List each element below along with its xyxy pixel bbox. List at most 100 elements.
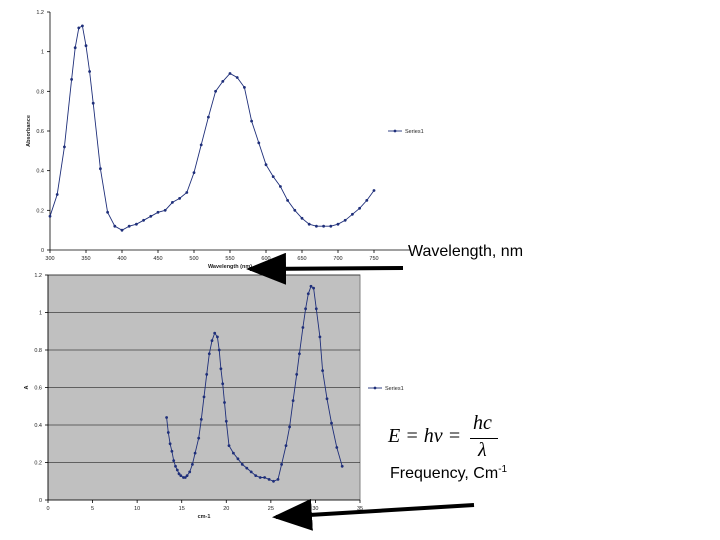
- data-point: [197, 436, 201, 440]
- data-point: [127, 224, 131, 228]
- data-point: [267, 478, 271, 481]
- data-point: [77, 26, 81, 30]
- y-axis-title: A: [24, 385, 30, 389]
- data-point: [163, 208, 167, 212]
- data-point: [178, 197, 182, 200]
- y-tick-label: 0.6: [36, 129, 44, 135]
- data-point: [106, 210, 109, 214]
- x-tick-label: 600: [261, 256, 270, 262]
- y-tick-label: 0.2: [34, 461, 42, 467]
- data-point: [168, 442, 172, 446]
- data-point: [88, 70, 91, 73]
- absorbance-vs-wavelength-chart: 0 0.2 0.4 0.6 0.8 1 1.2 300 350 400 450 500 550 600 65…: [26, 10, 424, 270]
- data-point: [276, 478, 280, 481]
- x-tick-label: 400: [117, 256, 126, 262]
- data-point: [217, 348, 221, 352]
- x-tick-label: 20: [223, 506, 229, 512]
- x-tick-label: 30: [312, 506, 318, 512]
- data-point: [91, 101, 95, 105]
- data-point: [300, 216, 304, 220]
- data-point: [210, 339, 214, 342]
- x-tick-label: 550: [225, 256, 234, 262]
- data-point: [120, 228, 124, 232]
- data-point: [295, 373, 299, 376]
- data-point: [214, 89, 218, 93]
- data-point: [221, 80, 225, 83]
- data-point: [191, 463, 194, 466]
- energy-formula: E = hν = hc λ: [388, 410, 508, 461]
- data-point: [165, 416, 169, 419]
- formula-numerator: hc: [473, 412, 492, 434]
- data-point: [223, 401, 226, 404]
- data-point: [263, 476, 266, 479]
- data-point: [293, 208, 297, 212]
- data-point: [99, 167, 102, 171]
- data-point: [183, 476, 187, 479]
- data-point: [156, 210, 160, 214]
- legend-marker: [393, 129, 397, 133]
- data-point: [172, 459, 176, 462]
- data-point: [199, 418, 203, 421]
- data-point: [286, 199, 289, 202]
- data-point: [279, 185, 282, 188]
- data-point: [48, 214, 52, 218]
- data-point: [205, 373, 209, 376]
- y-tick-label: 1: [39, 311, 42, 317]
- data-point: [372, 189, 376, 192]
- y-tick-label: 0: [39, 498, 42, 504]
- data-point: [227, 444, 231, 447]
- data-point: [113, 224, 117, 228]
- data-point: [213, 331, 217, 335]
- data-point: [254, 474, 258, 477]
- data-point: [315, 224, 318, 228]
- data-point: [318, 335, 322, 339]
- x-axis-title: cm-1: [198, 514, 211, 520]
- data-point: [271, 175, 275, 179]
- data-point: [175, 468, 179, 472]
- data-point: [188, 470, 192, 474]
- data-point: [343, 218, 347, 222]
- data-point: [322, 224, 325, 228]
- data-point: [232, 451, 235, 455]
- data-point: [304, 307, 307, 311]
- legend-marker: [373, 386, 377, 390]
- data-point: [307, 222, 311, 226]
- frequency-annotation: Frequency, Cm-1: [390, 464, 507, 483]
- y-tick-label: 0.8: [36, 89, 44, 95]
- data-point: [288, 425, 291, 429]
- data-point: [335, 446, 339, 449]
- data-point: [193, 451, 197, 455]
- x-tick-label: 450: [153, 256, 162, 262]
- data-point: [249, 470, 253, 474]
- y-tick-label: 0.2: [36, 208, 44, 214]
- data-point: [291, 399, 295, 402]
- data-point: [284, 444, 288, 447]
- frequency-pointer-arrow: [272, 498, 475, 531]
- y-tick-label: 1.2: [36, 10, 44, 16]
- data-point: [70, 78, 73, 81]
- data-point: [325, 397, 329, 401]
- wavelength-pointer-arrow: [246, 252, 404, 285]
- x-tick-label: 300: [45, 256, 54, 262]
- x-tick-label: 5: [91, 506, 94, 512]
- data-point: [185, 191, 189, 194]
- data-point: [258, 476, 262, 479]
- data-point: [250, 119, 254, 123]
- y-tick-label: 1: [41, 50, 44, 56]
- data-point: [63, 145, 66, 149]
- data-point: [219, 367, 223, 371]
- data-point: [171, 201, 174, 204]
- y-tick-label: 1.2: [34, 273, 42, 279]
- data-point: [272, 479, 275, 483]
- formula-lhs: E = hν =: [388, 425, 462, 447]
- data-point: [309, 284, 313, 288]
- data-point: [84, 44, 88, 48]
- data-point: [81, 24, 84, 28]
- data-point: [224, 419, 228, 423]
- data-point: [236, 457, 240, 461]
- data-point: [329, 224, 333, 228]
- data-point: [179, 474, 183, 477]
- data-point: [306, 292, 310, 296]
- data-point: [365, 199, 369, 202]
